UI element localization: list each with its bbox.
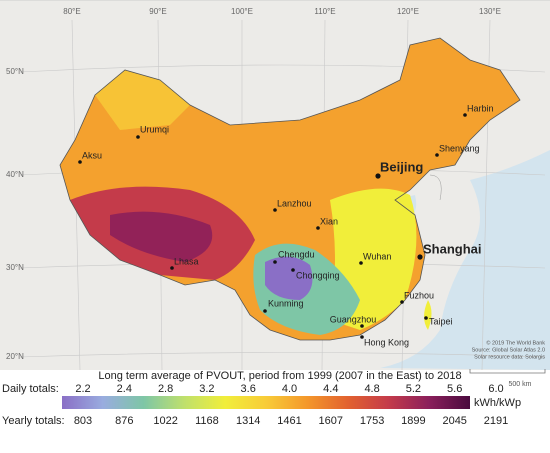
yearly-value: 1314	[236, 415, 260, 427]
city-label: Aksu	[82, 150, 102, 160]
legend-unit: kWh/kWp	[474, 397, 521, 409]
yearly-value: 1022	[153, 415, 177, 427]
city-label: Taipei	[429, 316, 453, 326]
latitude-label: 20°N	[6, 352, 24, 361]
longitude-label: 90°E	[149, 7, 166, 16]
yearly-value: 2191	[484, 415, 508, 427]
daily-label: Daily totals:	[2, 383, 59, 395]
city-label: Guangzhou	[330, 314, 377, 324]
scale-bar: 500 km	[469, 369, 546, 388]
longitude-label: 110°E	[314, 7, 335, 16]
daily-value: 5.6	[447, 383, 462, 395]
city-dot	[78, 160, 82, 164]
yearly-value: 1168	[195, 415, 219, 427]
daily-value: 5.2	[406, 383, 421, 395]
city-label: Beijing	[380, 159, 423, 174]
yearly-value: 1607	[319, 415, 343, 427]
city-dot	[463, 113, 467, 117]
longitude-label: 120°E	[397, 7, 419, 16]
city-label: Kunming	[268, 298, 304, 308]
city-dot	[417, 254, 423, 260]
yearly-value: 876	[115, 415, 133, 427]
city-label: Hong Kong	[364, 337, 409, 347]
daily-value: 2.2	[75, 383, 90, 395]
scale-label: 500 km	[509, 381, 532, 388]
city-dot	[273, 208, 277, 212]
city-label: Lhasa	[174, 256, 199, 266]
city-dot	[316, 226, 320, 230]
city-label: Harbin	[467, 103, 494, 113]
longitude-label: 130°E	[479, 7, 501, 16]
cities: Urumqi Aksu Harbin Shenyang Beijing Lanzhou Xi…	[78, 103, 494, 347]
city-dot	[291, 268, 295, 272]
daily-value: 4.0	[282, 383, 297, 395]
daily-value: 3.2	[199, 383, 214, 395]
yearly-value: 1461	[277, 415, 301, 427]
yearly-value: 2045	[442, 415, 466, 427]
graticule-labels: 80°E 90°E 100°E 110°E 120°E 130°E 50°N 40°N 30°N…	[6, 7, 501, 361]
latitude-label: 30°N	[6, 263, 24, 272]
city-dot	[359, 261, 363, 265]
city-label: Shanghai	[423, 241, 482, 256]
city-label: Fuzhou	[404, 290, 434, 300]
city-dot	[375, 173, 381, 179]
yearly-value: 803	[74, 415, 92, 427]
credit-line: © 2019 The World Bank	[486, 339, 545, 346]
daily-value: 4.8	[364, 383, 379, 395]
basemap	[0, 0, 550, 371]
city-dot	[273, 260, 277, 264]
city-label: Lanzhou	[277, 198, 312, 208]
longitude-label: 80°E	[63, 7, 80, 16]
city-label: Shenyang	[439, 143, 480, 153]
yearly-value: 1899	[401, 415, 425, 427]
color-bar	[62, 396, 470, 409]
longitude-label: 100°E	[231, 7, 253, 16]
daily-value: 4.4	[323, 383, 338, 395]
city-dot	[263, 309, 267, 313]
latitude-label: 50°N	[6, 67, 24, 76]
city-label: Urumqi	[140, 124, 169, 134]
city-dot	[170, 266, 174, 270]
credit-line: Source: Global Solar Atlas 2.0	[472, 347, 545, 353]
city-dot	[360, 335, 364, 339]
city-dot	[435, 153, 439, 157]
city-dot	[360, 324, 364, 328]
city-label: Chongqing	[296, 270, 340, 280]
latitude-label: 40°N	[6, 170, 24, 179]
city-dot	[136, 135, 140, 139]
daily-value: 3.6	[241, 383, 256, 395]
credit-line: Solar resource data: Solargis	[474, 354, 545, 360]
city-dot	[400, 300, 404, 304]
city-label: Xian	[320, 216, 338, 226]
city-label: Wuhan	[363, 251, 391, 261]
daily-value: 6.0	[488, 383, 503, 395]
legend-title: Long term average of PVOUT, period from …	[98, 370, 461, 382]
city-label: Chengdu	[278, 249, 315, 259]
yearly-value: 1753	[360, 415, 384, 427]
daily-value: 2.4	[117, 383, 132, 395]
city-dot	[424, 316, 428, 320]
legend: Long term average of PVOUT, period from …	[2, 370, 521, 427]
yearly-label: Yearly totals:	[2, 415, 65, 427]
daily-value: 2.8	[158, 383, 173, 395]
